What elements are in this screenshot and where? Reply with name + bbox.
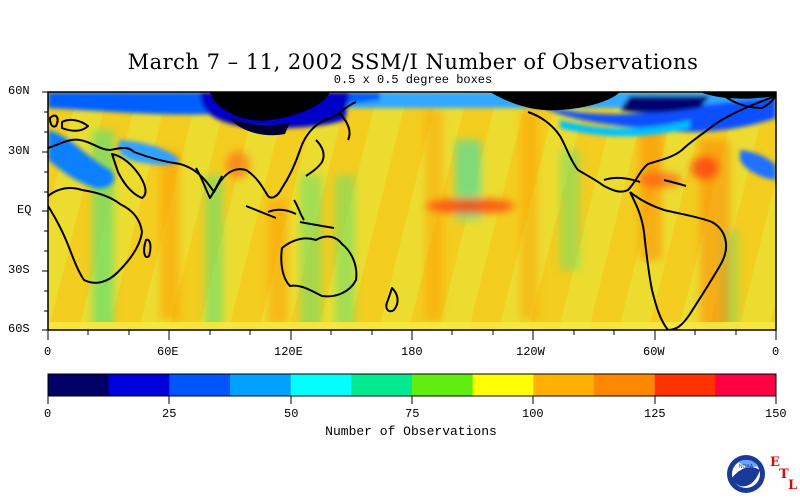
lon-label-120e: 120E [274, 345, 303, 359]
cbar-tick-150: 150 [765, 407, 787, 421]
colorbar-swatch [290, 374, 352, 396]
lon-label-180: 180 [401, 345, 423, 359]
cbar-tick-75: 75 [405, 407, 420, 421]
lat-label-60s: 60S [8, 322, 30, 336]
lat-label-eq: EQ [17, 203, 32, 217]
colorbar-swatch [412, 374, 474, 396]
colorbar-swatch [715, 374, 777, 396]
colorbar-ticks [47, 396, 777, 404]
colorbar-swatch [533, 374, 595, 396]
latitude-ticks [42, 91, 48, 331]
longitude-ticks [47, 330, 777, 340]
etl-letter-t: T [779, 467, 789, 482]
cbar-tick-50: 50 [284, 407, 299, 421]
lat-label-30s: 30S [8, 263, 30, 277]
noaa-logo: NOAA [727, 455, 765, 493]
observation-density-field [48, 92, 776, 330]
colorbar-swatch [654, 374, 716, 396]
logo-agency-text: NOAA [739, 464, 754, 470]
lat-label-30n: 30N [8, 144, 30, 158]
lon-label-120w: 120W [516, 345, 545, 359]
colorbar-swatch [48, 374, 110, 396]
colorbar [48, 374, 777, 396]
etl-letter-e: E [770, 455, 780, 470]
colorbar-swatch [230, 374, 292, 396]
map-title: March 7 – 11, 2002 SSM/I Number of Obser… [127, 50, 699, 74]
etl-letter-l: L [788, 478, 798, 493]
colorbar-swatch [594, 374, 656, 396]
colorbar-swatch [472, 374, 534, 396]
lon-label-0: 0 [44, 345, 52, 359]
colorbar-swatch [108, 374, 170, 396]
cbar-tick-25: 25 [162, 407, 177, 421]
colorbar-title: Number of Observations [325, 424, 497, 439]
coastlines [48, 92, 776, 330]
lon-label-60e: 60E [157, 345, 179, 359]
colorbar-swatch [169, 374, 231, 396]
cbar-tick-0: 0 [44, 407, 52, 421]
cbar-tick-100: 100 [522, 407, 544, 421]
lon-label-60w: 60W [643, 345, 665, 359]
cbar-tick-125: 125 [644, 407, 666, 421]
map-subtitle: 0.5 x 0.5 degree boxes [333, 73, 493, 87]
colorbar-swatch [351, 374, 413, 396]
lon-label-0-east: 0 [772, 345, 780, 359]
lat-label-60n: 60N [8, 84, 30, 98]
